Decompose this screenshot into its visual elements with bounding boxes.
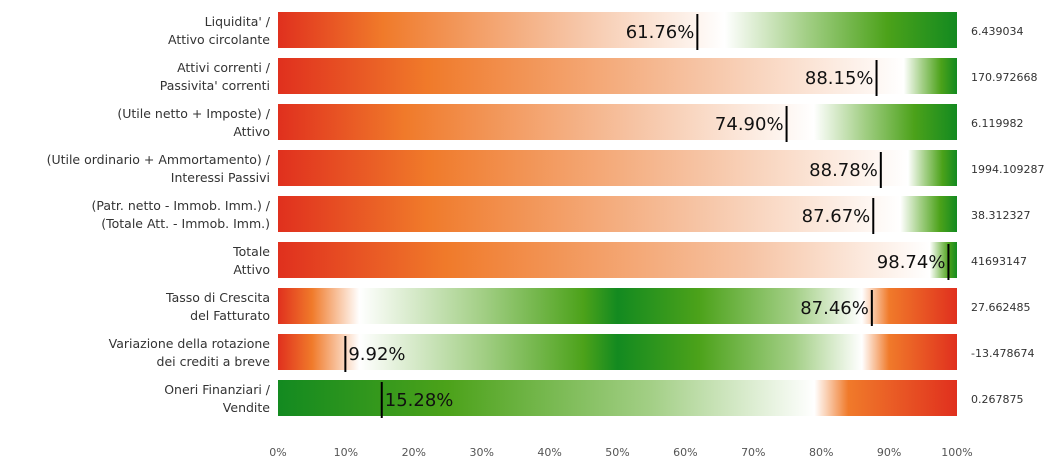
chart-row: 88.78% (Utile ordinario + Ammortamento) /… (47, 150, 1044, 188)
row-label-line: (Totale Att. - Immob. Imm.) (101, 216, 270, 231)
chart-row: 88.15% Attivi correnti / Passivita' corren… (160, 58, 1037, 96)
row-label-line: Passivita' correnti (160, 78, 270, 93)
percent-label: 98.74% (877, 252, 946, 273)
percent-label: 74.90% (715, 114, 784, 135)
x-tick-label: 80% (809, 446, 833, 459)
percent-label: 88.15% (805, 68, 874, 89)
x-tick-label: 40% (537, 446, 561, 459)
percent-label: 61.76% (626, 22, 695, 43)
x-tick-label: 100% (941, 446, 972, 459)
chart-row: 74.90% (Utile netto + Imposte) / Attivo 6.1… (117, 104, 1024, 142)
row-label-line: dei crediti a breve (157, 354, 271, 369)
row-value: 6.119982 (971, 117, 1024, 130)
gradient-bar (278, 334, 957, 370)
x-tick-label: 30% (469, 446, 493, 459)
chart-row: 61.76% Liquidita' / Attivo circolante 6.439… (168, 12, 1024, 50)
gradient-bar (278, 288, 957, 324)
row-label-line: Interessi Passivi (171, 170, 270, 185)
percent-label: 87.46% (800, 298, 869, 319)
percent-label: 88.78% (809, 160, 878, 181)
row-label-line: Attivo (233, 124, 270, 139)
row-label-line: (Utile netto + Imposte) / (117, 106, 270, 121)
gradient-bar (278, 12, 957, 48)
row-value: 27.662485 (971, 301, 1031, 314)
row-value: -13.478674 (971, 347, 1034, 360)
gradient-bar (278, 242, 957, 278)
row-value: 6.439034 (971, 25, 1024, 38)
row-label-line: Totale (232, 244, 270, 259)
row-value: 0.267875 (971, 393, 1024, 406)
x-axis: 0% 10% 20% 30% 40% 50% 60% 70% 80% 90% 100% (269, 446, 972, 459)
gradient-bar (278, 104, 957, 140)
x-tick-label: 70% (741, 446, 765, 459)
gradient-bar (278, 380, 957, 416)
chart-row: 87.67% (Patr. netto - Immob. Imm.) / (Tota… (91, 196, 1031, 234)
row-label-line: Liquidita' / (205, 14, 271, 29)
percent-label: 9.92% (348, 344, 405, 365)
x-tick-label: 0% (269, 446, 286, 459)
row-value: 38.312327 (971, 209, 1031, 222)
row-label-line: Vendite (223, 400, 271, 415)
chart-row: 15.28% Oneri Finanziari / Vendite 0.267875 (164, 380, 1024, 418)
row-label-line: Variazione della rotazione (109, 336, 271, 351)
row-label-line: Oneri Finanziari / (164, 382, 271, 397)
gradient-bar (278, 150, 957, 186)
row-label-line: Attivi correnti / (177, 60, 271, 75)
chart-row: 9.92% Variazione della rotazione dei credi… (109, 334, 1034, 372)
percent-label: 87.67% (802, 206, 871, 227)
row-label-line: (Utile ordinario + Ammortamento) / (47, 152, 271, 167)
x-tick-label: 50% (605, 446, 629, 459)
row-label-line: (Patr. netto - Immob. Imm.) / (91, 198, 270, 213)
chart-row: 98.74% Totale Attivo 41693147 (232, 242, 1027, 280)
percent-label: 15.28% (385, 390, 454, 411)
row-label-line: del Fatturato (190, 308, 270, 323)
x-tick-label: 60% (673, 446, 697, 459)
row-label-line: Attivo (233, 262, 270, 277)
row-label-line: Tasso di Crescita (165, 290, 270, 305)
x-tick-label: 10% (334, 446, 358, 459)
x-tick-label: 90% (877, 446, 901, 459)
x-tick-label: 20% (402, 446, 426, 459)
gradient-bar (278, 196, 957, 232)
chart-row: 87.46% Tasso di Crescita del Fatturato 27.6… (165, 288, 1031, 326)
gradient-bar (278, 58, 957, 94)
chart-rows: 61.76% Liquidita' / Attivo circolante 6.439… (47, 12, 1044, 418)
row-value: 41693147 (971, 255, 1027, 268)
row-value: 170.972668 (971, 71, 1037, 84)
row-value: 1994.109287 (971, 163, 1044, 176)
row-label-line: Attivo circolante (168, 32, 270, 47)
